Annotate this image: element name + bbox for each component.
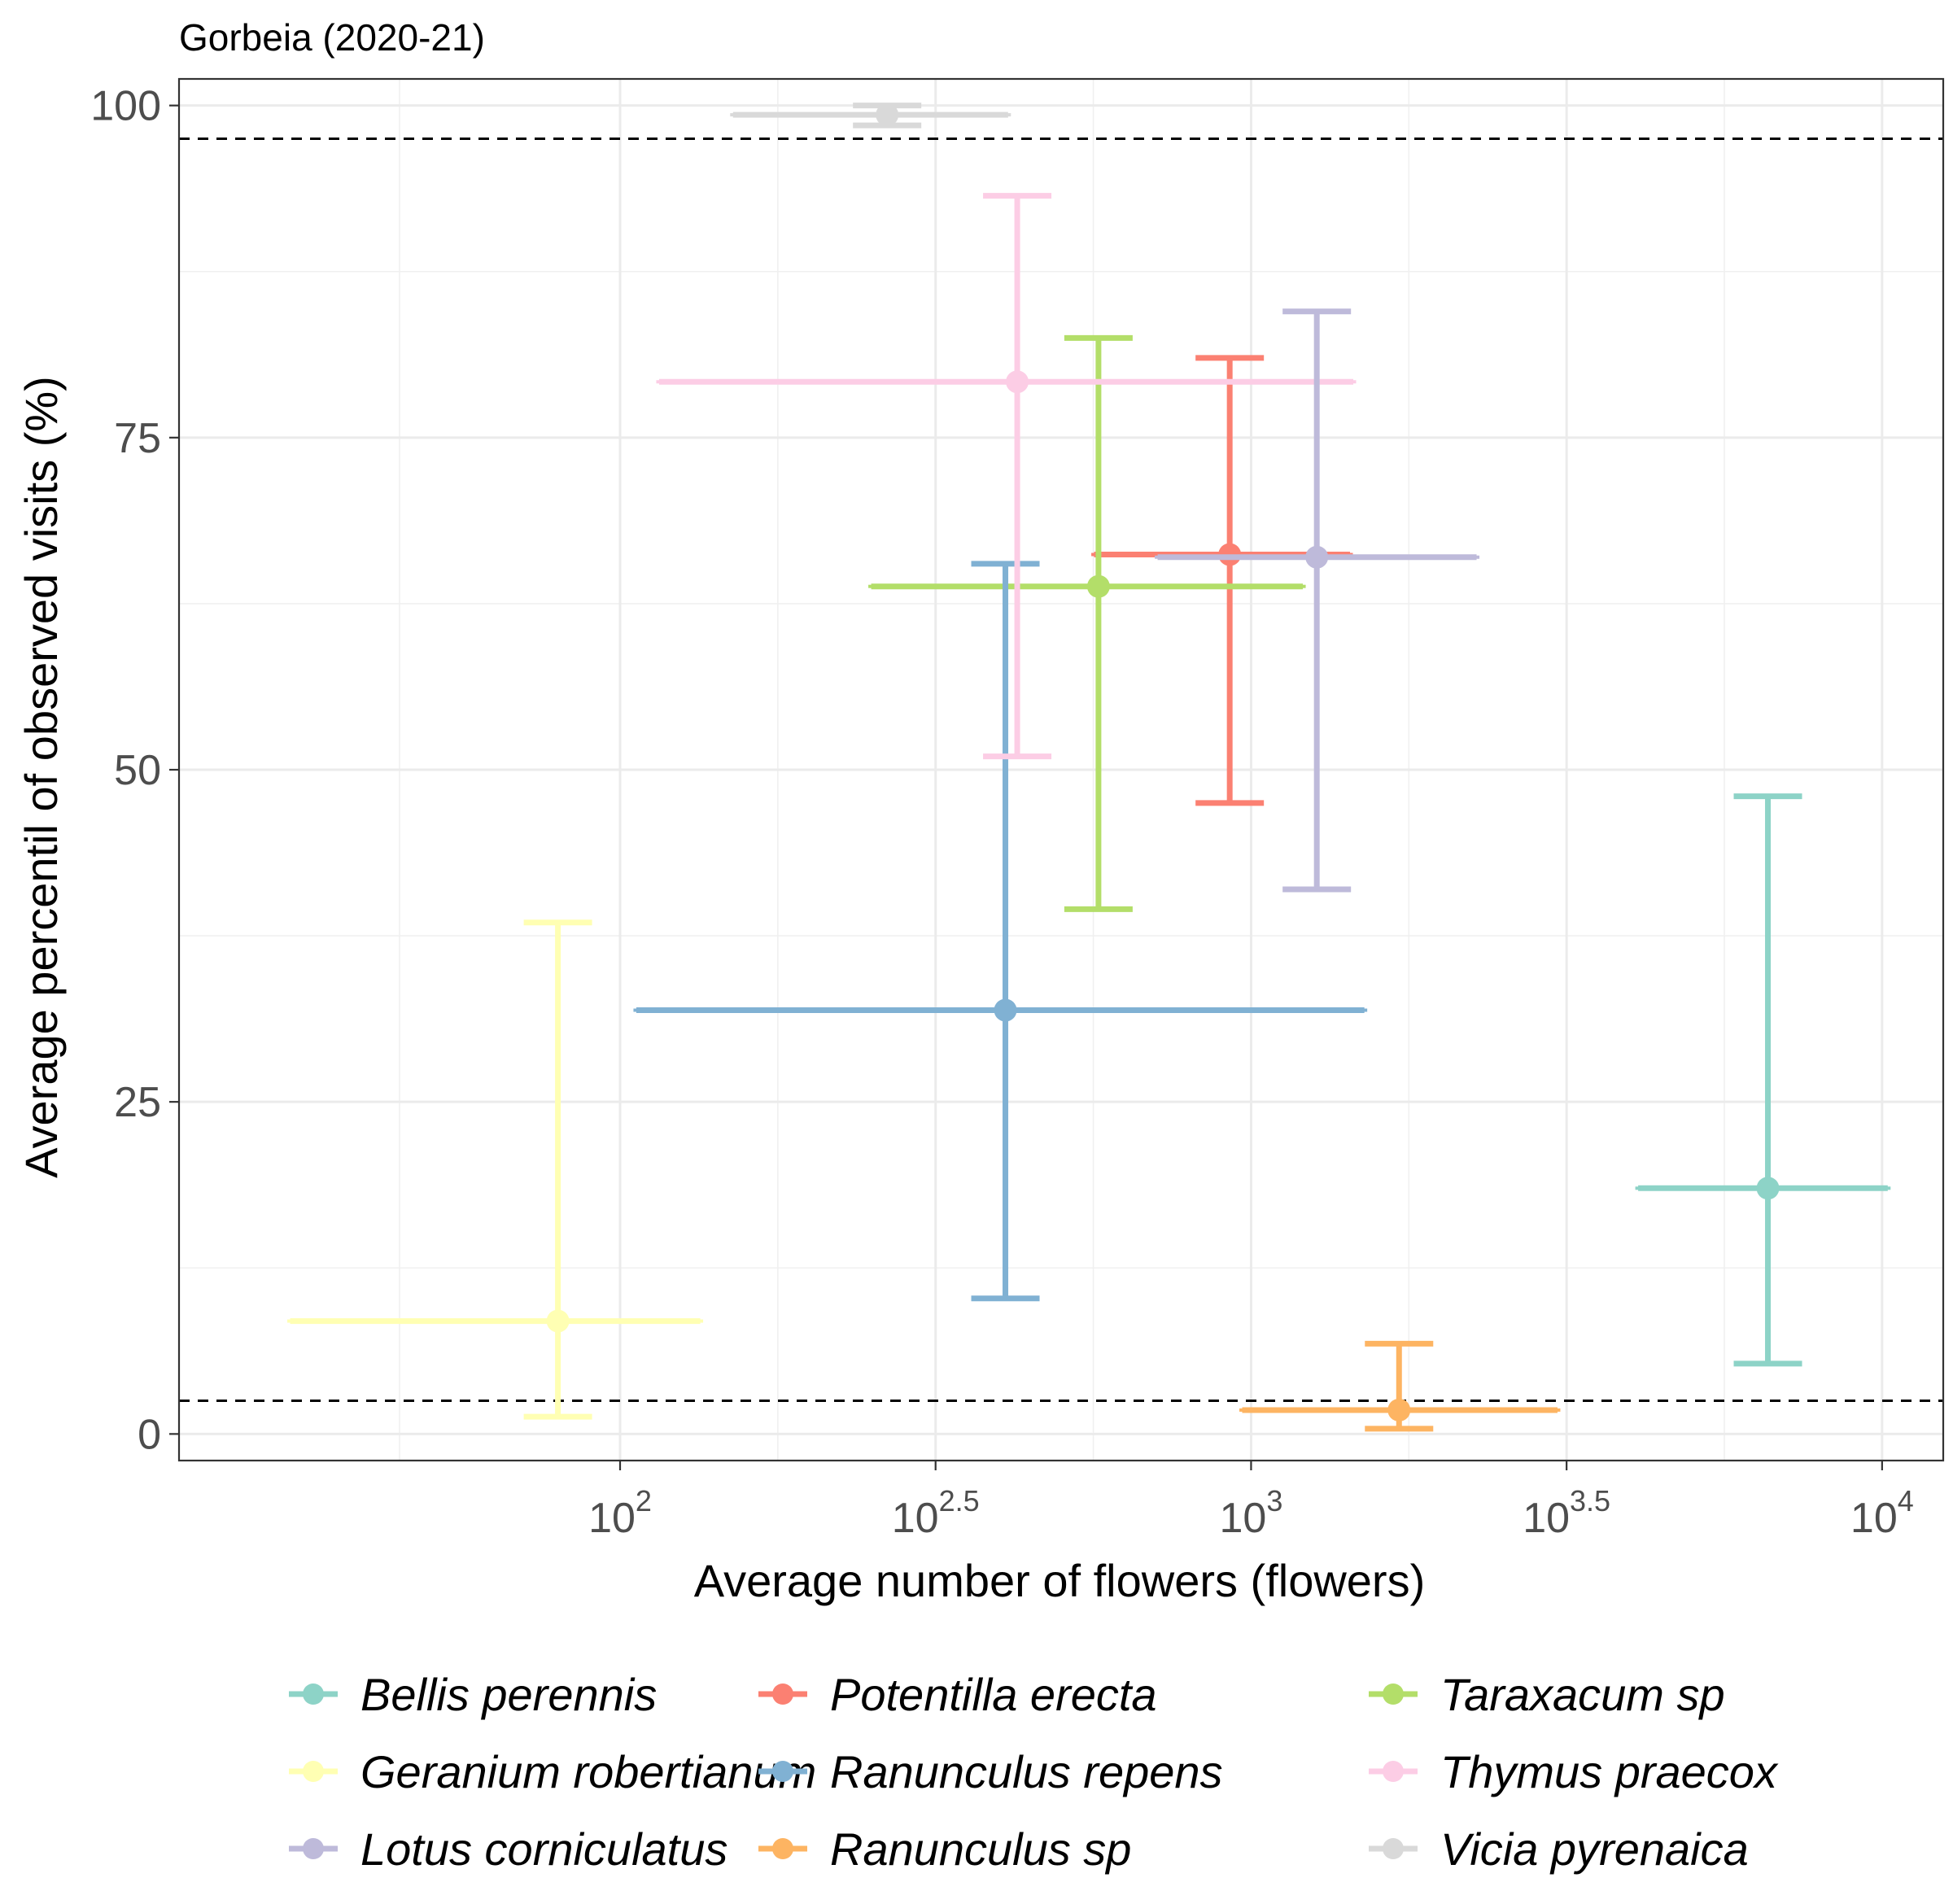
legend: Bellis perennis Geranium robertianum Lotus… — [289, 1669, 1779, 1875]
legend-key-point — [303, 1838, 324, 1859]
legend-item: Bellis perennis — [289, 1669, 657, 1720]
y-tick-label: 100 — [90, 83, 161, 130]
data-point — [1086, 574, 1110, 598]
x-tick-label: 102 — [588, 1484, 652, 1542]
series-geranium-robertianum — [287, 919, 704, 1420]
data-point — [876, 103, 899, 127]
y-axis-title: Average percentil of observed visits (%) — [15, 376, 67, 1178]
data-point — [994, 998, 1017, 1022]
series-layer — [287, 103, 1891, 1432]
legend-label: Lotus corniculatus — [360, 1823, 727, 1875]
legend-label: Vicia pyrenaica — [1440, 1823, 1749, 1875]
legend-item: Vicia pyrenaica — [1369, 1823, 1749, 1875]
legend-item: Geranium robertianum — [289, 1746, 816, 1797]
data-point — [546, 1309, 570, 1333]
y-axis-ticks: 0 25 50 75 100 — [90, 83, 179, 1458]
x-tick-label: 103.5 — [1523, 1484, 1610, 1542]
legend-label: Geranium robertianum — [360, 1746, 816, 1797]
x-tick-label: 103 — [1219, 1484, 1282, 1542]
legend-label: Ranunculus sp — [830, 1823, 1131, 1875]
legend-label: Ranunculus repens — [830, 1746, 1223, 1797]
series-potentilla-erecta — [1091, 355, 1353, 806]
legend-item: Taraxacum sp — [1369, 1669, 1725, 1720]
series-ranunculus-sp — [1239, 1340, 1561, 1432]
series-bellis-perennis — [1635, 793, 1891, 1367]
legend-item: Lotus corniculatus — [289, 1823, 727, 1875]
series-thymus-praecox — [656, 193, 1357, 760]
major-grid — [179, 79, 1943, 1461]
y-tick-label: 75 — [114, 415, 161, 462]
y-tick-label: 0 — [138, 1411, 161, 1458]
chart-title: Gorbeia (2020-21) — [179, 16, 485, 59]
series-lotus-corniculatus — [1155, 308, 1480, 893]
legend-label: Bellis perennis — [360, 1669, 657, 1720]
legend-key-point — [303, 1761, 324, 1782]
legend-item: Ranunculus sp — [758, 1823, 1131, 1875]
y-tick-label: 50 — [114, 747, 161, 794]
reference-lines — [179, 137, 1943, 1403]
legend-item: Ranunculus repens — [758, 1746, 1223, 1797]
y-tick-label: 25 — [114, 1079, 161, 1126]
legend-key-point — [1383, 1838, 1404, 1859]
series-vicia-pyrenaica — [730, 103, 1011, 129]
legend-key-point — [1383, 1761, 1404, 1782]
legend-item: Potentilla erecta — [758, 1669, 1157, 1720]
data-point — [1006, 370, 1029, 394]
data-point — [1305, 545, 1329, 569]
x-tick-label: 102.5 — [892, 1484, 980, 1542]
legend-item: Thymus praecox — [1369, 1746, 1779, 1797]
series-taraxacum-sp — [868, 334, 1306, 912]
x-axis-title: Average number of flowers (flowers) — [694, 1555, 1425, 1606]
legend-label: Taraxacum sp — [1440, 1669, 1725, 1720]
legend-key-point — [772, 1761, 793, 1782]
x-tick-label: 104 — [1850, 1484, 1914, 1542]
legend-label: Potentilla erecta — [830, 1669, 1157, 1720]
legend-key-point — [772, 1838, 793, 1859]
legend-label: Thymus praecox — [1440, 1746, 1779, 1797]
legend-key-point — [772, 1683, 793, 1705]
data-point — [1387, 1398, 1411, 1421]
series-ranunculus-repens — [633, 561, 1368, 1302]
legend-key-point — [303, 1683, 324, 1705]
data-point — [1756, 1177, 1780, 1200]
x-axis-ticks: 102 102.5 103 103.5 104 — [588, 1461, 1914, 1542]
legend-key-point — [1383, 1683, 1404, 1705]
